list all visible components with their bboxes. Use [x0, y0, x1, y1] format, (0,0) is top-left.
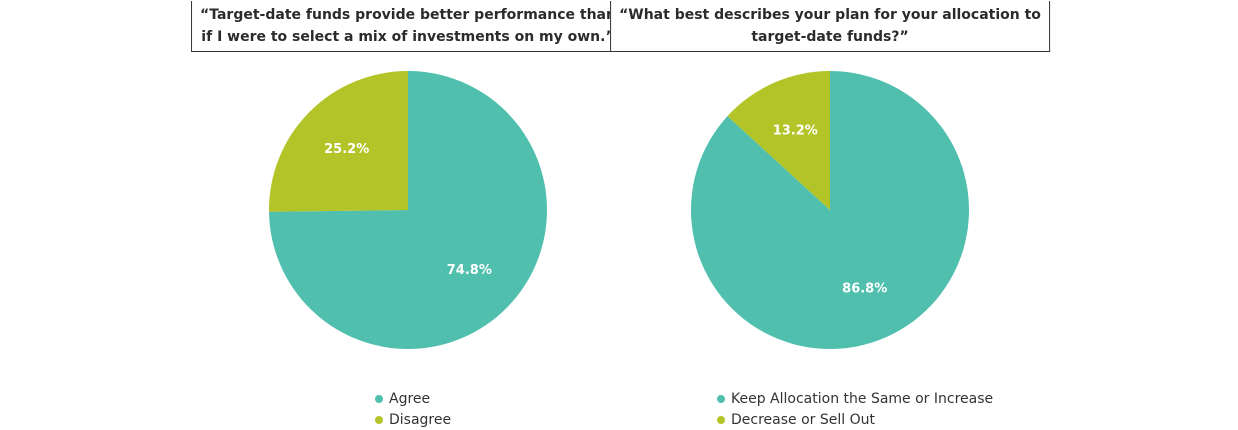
- legend-swatch-icon: [375, 394, 383, 403]
- chart-legend: Agree Disagree: [375, 388, 451, 430]
- legend-item-keep-or-increase: Keep Allocation the Same or Increase: [717, 388, 993, 409]
- data-label-agree: 74.8%: [447, 263, 492, 278]
- legend-label: Disagree: [389, 411, 452, 428]
- chart-title: “Target-date funds provide better perfor…: [191, 1, 625, 52]
- chart-panel-agreement: “Target-date funds provide better perfor…: [191, 0, 625, 430]
- legend-label: Agree: [389, 390, 431, 407]
- chart-title-line-2: if I were to select a mix of investments…: [201, 29, 615, 45]
- chart-title-line-2: target-date funds?”: [751, 29, 909, 45]
- pie-slice-agree: [269, 71, 547, 349]
- legend-label: Keep Allocation the Same or Increase: [731, 390, 994, 407]
- data-label-keep-allocation-the-same-or-increase: 86.8%: [842, 281, 887, 296]
- legend-label: Decrease or Sell Out: [731, 411, 875, 428]
- legend-swatch-icon: [717, 394, 725, 403]
- pie-chart-agreement: 74.8% 25.2%: [269, 71, 547, 349]
- chart-title-line-1: “Target-date funds provide better perfor…: [200, 7, 616, 23]
- pie-slice-decrease-or-sell-out: [727, 71, 830, 210]
- legend-swatch-icon: [375, 415, 383, 424]
- chart-legend: Keep Allocation the Same or Increase Dec…: [717, 388, 993, 430]
- legend-item-disagree: Disagree: [375, 409, 451, 430]
- legend-swatch-icon: [717, 415, 725, 424]
- chart-title-line-1: “What best describes your plan for your …: [619, 7, 1041, 23]
- pie-slice-disagree: [269, 71, 408, 212]
- data-label-disagree: 25.2%: [324, 142, 369, 157]
- chart-title: “What best describes your plan for your …: [610, 1, 1050, 52]
- pie-chart-allocation-plan: 86.8% 13.2%: [691, 71, 969, 349]
- legend-item-decrease-or-sell: Decrease or Sell Out: [717, 409, 993, 430]
- chart-panel-allocation-plan: “What best describes your plan for your …: [610, 0, 1050, 430]
- legend-item-agree: Agree: [375, 388, 451, 409]
- data-label-decrease-or-sell-out: 13.2%: [773, 124, 818, 139]
